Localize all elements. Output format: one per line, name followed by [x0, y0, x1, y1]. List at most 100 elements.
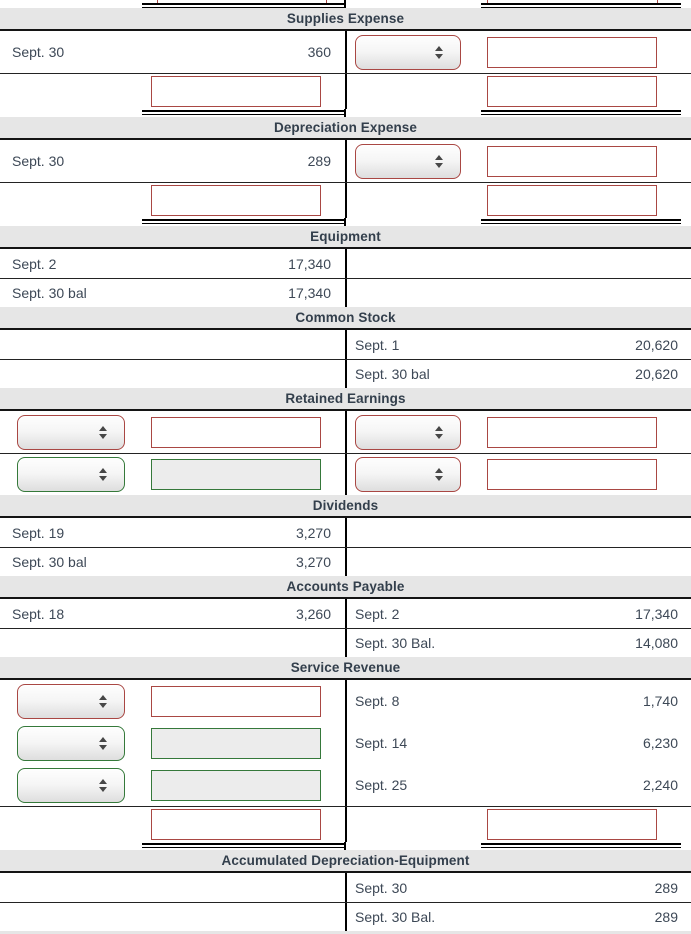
amount-input[interactable]	[151, 459, 321, 490]
account-select[interactable]	[355, 34, 461, 70]
account-select[interactable]	[355, 457, 461, 492]
t-account-row: Sept. 1 20,620	[0, 330, 691, 359]
entry-amount: 289	[307, 153, 331, 169]
credit-entry-cell: Sept. 30 Bal. 14,080	[345, 629, 691, 657]
entry-amount: 17,340	[288, 255, 331, 272]
amount-input[interactable]	[487, 185, 657, 216]
t-account-row: Sept. 30 Bal. 14,080	[0, 628, 691, 657]
credit-entry-cell: Sept. 8 1,740	[345, 680, 691, 722]
entry-date-label: Sept. 25	[355, 777, 408, 793]
credit-entry-cell: Sept. 30 bal 20,620	[345, 360, 691, 388]
account-section: Supplies Expense Sept. 30 360	[0, 8, 691, 117]
t-account-row: Sept. 30 bal 17,340	[0, 278, 691, 307]
double-underline	[481, 110, 681, 115]
amount-input[interactable]	[151, 727, 321, 759]
arrow-up-icon	[99, 736, 107, 742]
t-account-row: Sept. 8 1,740	[0, 680, 691, 722]
select-arrows-icon	[99, 468, 107, 481]
entry-date-label: Sept. 2	[355, 605, 400, 622]
arrow-up-icon	[435, 45, 443, 51]
account-header: Supplies Expense	[0, 8, 691, 31]
entry-date-label: Sept. 8	[355, 693, 400, 709]
account-section: Accounts Payable Sept. 18 3,260 Sept. 2 17,3…	[0, 576, 691, 657]
t-account-divider	[344, 218, 346, 226]
double-underline	[142, 843, 345, 848]
amount-input[interactable]	[151, 809, 321, 840]
credit-input-cell	[345, 183, 691, 218]
account-section: Depreciation Expense Sept. 30 289	[0, 117, 691, 226]
t-account-divider	[344, 0, 346, 8]
arrow-up-icon	[99, 778, 107, 784]
account-select[interactable]	[17, 414, 125, 450]
credit-cell-empty	[345, 548, 691, 576]
account-select[interactable]	[17, 767, 125, 803]
arrow-up-icon	[435, 468, 443, 473]
amount-input[interactable]	[487, 459, 657, 490]
entry-date-label: Sept. 30 bal	[12, 285, 87, 301]
debit-entry-cell: Sept. 19 3,270	[0, 518, 345, 547]
amount-input[interactable]	[151, 416, 321, 448]
debit-entry-cell: Sept. 30 289	[0, 140, 345, 182]
account-header: Common Stock	[0, 307, 691, 330]
amount-input[interactable]	[487, 809, 657, 840]
account-title: Common Stock	[295, 310, 396, 325]
t-account-row: Sept. 14 6,230	[0, 722, 691, 764]
account-select[interactable]	[355, 414, 461, 450]
amount-input[interactable]	[151, 685, 321, 717]
account-title: Equipment	[310, 229, 381, 244]
double-underline	[142, 3, 345, 8]
account-select[interactable]	[17, 725, 125, 761]
t-account-divider	[344, 842, 346, 850]
t-account-row: Sept. 30 bal 20,620	[0, 359, 691, 388]
account-section: Equipment Sept. 2 17,340 Sept. 30 bal 17,340	[0, 226, 691, 307]
entry-amount: 17,340	[288, 285, 331, 301]
account-header: Accumulated Depreciation-Equipment	[0, 850, 691, 873]
amount-input[interactable]	[487, 416, 657, 448]
arrow-up-icon	[435, 154, 443, 160]
entry-amount: 289	[654, 909, 678, 925]
entry-date-label: Sept. 30 bal	[12, 554, 87, 570]
account-select[interactable]	[355, 143, 461, 179]
arrow-down-icon	[435, 162, 443, 168]
select-arrows-icon	[99, 694, 107, 708]
cutoff-total-row	[0, 0, 691, 8]
amount-input[interactable]	[487, 76, 657, 107]
arrow-down-icon	[99, 433, 107, 439]
account-select[interactable]	[17, 683, 125, 719]
amount-input[interactable]	[487, 145, 657, 177]
entry-amount: 1,740	[642, 693, 678, 709]
double-underline	[142, 219, 345, 224]
arrow-up-icon	[435, 425, 443, 431]
account-select[interactable]	[17, 457, 125, 492]
select-arrows-icon	[99, 736, 107, 750]
double-underline	[142, 110, 345, 115]
account-header: Service Revenue	[0, 657, 691, 680]
select-arrows-icon	[435, 154, 443, 168]
cutoff-next-header	[0, 931, 691, 934]
account-title: Supplies Expense	[286, 11, 405, 26]
arrow-up-icon	[99, 425, 107, 431]
select-arrows-icon	[435, 45, 443, 59]
debit-entry-cell: Sept. 30 bal 3,270	[0, 548, 345, 576]
amount-input[interactable]	[487, 36, 657, 68]
amount-input[interactable]	[151, 769, 321, 801]
t-account-row: Sept. 30 289	[0, 140, 691, 182]
entry-date-label: Sept. 19	[12, 524, 65, 541]
entry-date-label: Sept. 30 bal	[355, 366, 430, 382]
account-section: Dividends Sept. 19 3,270 Sept. 30 bal 3,270	[0, 495, 691, 576]
t-account-row	[0, 806, 691, 842]
account-section: Service Revenue Sept. 8 1,740 Sept. 14 6,230…	[0, 657, 691, 850]
credit-entry-cell: Sept. 30 Bal. 289	[345, 903, 691, 931]
debit-input-cell	[0, 74, 345, 109]
t-account-row	[0, 411, 691, 453]
amount-input[interactable]	[151, 185, 321, 216]
accounts-list: Supplies Expense Sept. 30 360 Depreciation …	[0, 8, 691, 931]
entry-date-label: Sept. 18	[12, 605, 65, 622]
account-section: Common Stock Sept. 1 20,620 Sept. 30 bal 20,…	[0, 307, 691, 388]
account-header: Retained Earnings	[0, 388, 691, 411]
debit-entry-cell: Sept. 18 3,260	[0, 599, 345, 628]
account-section: Retained Earnings	[0, 388, 691, 495]
credit-entry-cell: Sept. 1 20,620	[345, 330, 691, 359]
amount-input[interactable]	[151, 76, 321, 107]
